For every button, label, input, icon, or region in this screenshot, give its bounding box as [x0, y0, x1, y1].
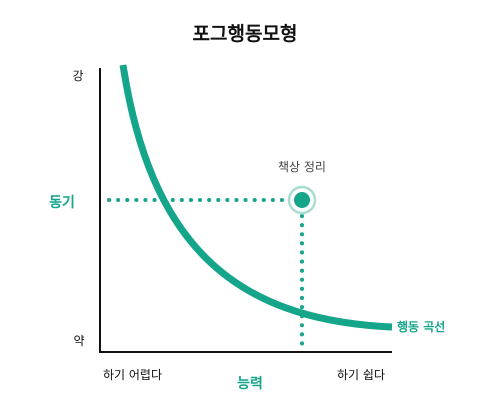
x-axis-left-label: 하기 어렵다 [103, 368, 162, 382]
x-axis-right-label: 하기 쉽다 [337, 368, 385, 382]
y-axis-label: 동기 [49, 195, 75, 211]
x-axis-label: 능력 [237, 376, 263, 392]
point-label: 책상 정리 [278, 159, 326, 174]
point-marker [294, 192, 310, 208]
behavior-curve [119, 64, 393, 331]
y-axis-top-label: 강 [72, 69, 83, 83]
diagram-title: 포그행동모형 [193, 23, 298, 45]
y-axis-bottom-label: 약 [73, 333, 84, 348]
behavior-curve-label: 행동 곡선 [397, 319, 445, 334]
